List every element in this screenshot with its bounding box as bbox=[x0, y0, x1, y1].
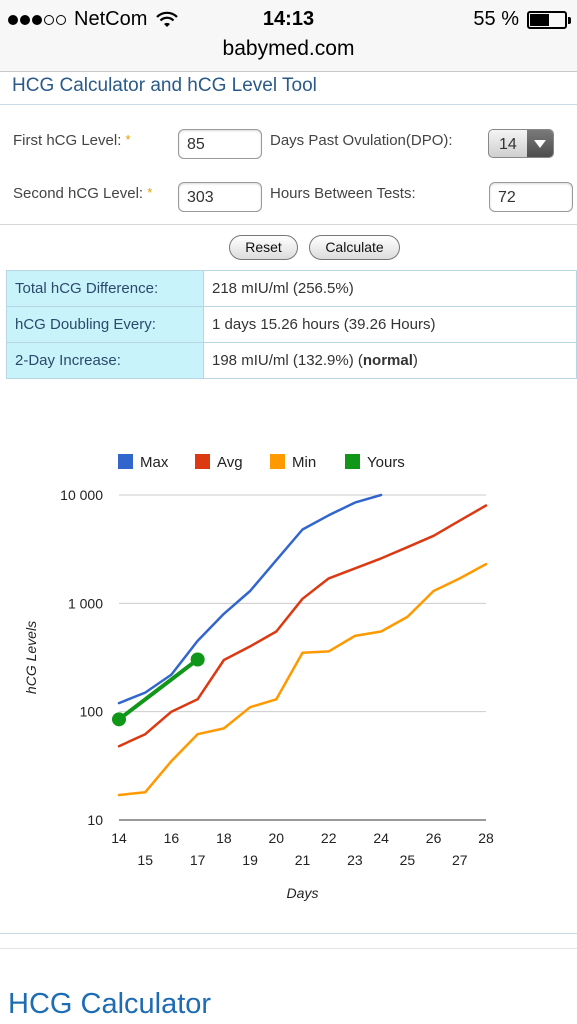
legend-swatch-avg bbox=[195, 454, 210, 469]
legend-label: Min bbox=[292, 454, 316, 471]
url-text: babymed.com bbox=[222, 37, 355, 60]
x-tick-label: 15 bbox=[137, 852, 153, 868]
legend-label: Yours bbox=[367, 454, 405, 471]
page-heading: HCG Calculator bbox=[8, 988, 212, 1020]
second-hcg-label: Second hCG Level: * bbox=[13, 185, 153, 202]
carrier-info: NetCom bbox=[8, 8, 179, 31]
result-value: 218 mIU/ml (256.5%) bbox=[203, 270, 577, 307]
series-line-yours bbox=[117, 657, 200, 722]
legend-label: Max bbox=[140, 454, 169, 471]
hours-between-input[interactable]: 72 bbox=[489, 182, 573, 212]
x-tick-label: 20 bbox=[268, 830, 284, 846]
battery-info: 55 % bbox=[473, 8, 571, 31]
x-tick-label: 17 bbox=[190, 852, 206, 868]
signal-strength-icon bbox=[8, 14, 66, 25]
divider bbox=[0, 948, 577, 949]
required-mark: * bbox=[147, 185, 153, 200]
hcg-chart-svg: 10 100 1 000 10 000 14 16 18 20 22 24 26 28 15 17 19 21… bbox=[23, 454, 494, 901]
legend-swatch-min bbox=[270, 454, 285, 469]
hours-between-label: Hours Between Tests: bbox=[270, 185, 416, 202]
data-point-yours bbox=[112, 712, 126, 727]
y-tick-label: 1 000 bbox=[68, 595, 103, 611]
x-tick-label: 18 bbox=[216, 830, 232, 846]
y-tick-label: 10 bbox=[87, 812, 103, 828]
required-mark: * bbox=[125, 132, 131, 147]
dpo-select[interactable]: 14 bbox=[488, 129, 554, 158]
series-line-avg bbox=[117, 504, 488, 748]
table-row: hCG Doubling Every: 1 days 15.26 hours (… bbox=[6, 306, 577, 343]
chevron-down-icon bbox=[527, 130, 553, 157]
table-row: Total hCG Difference: 218 mIU/ml (256.5%… bbox=[6, 270, 577, 307]
divider bbox=[0, 224, 577, 225]
wifi-icon bbox=[156, 11, 179, 27]
y-tick-label: 100 bbox=[80, 704, 104, 720]
x-tick-label: 26 bbox=[426, 830, 442, 846]
result-label: 2-Day Increase: bbox=[6, 342, 204, 379]
calculate-button[interactable]: Calculate bbox=[309, 235, 400, 260]
legend-swatch-yours bbox=[345, 454, 360, 469]
clock: 14:13 bbox=[262, 8, 315, 30]
x-tick-label: 25 bbox=[400, 852, 416, 868]
x-tick-label: 21 bbox=[295, 852, 311, 868]
data-point-yours bbox=[190, 652, 205, 667]
table-row: 2-Day Increase: 198 mIU/ml (132.9%) (nor… bbox=[6, 342, 577, 379]
x-tick-label: 27 bbox=[452, 852, 468, 868]
divider bbox=[0, 933, 577, 934]
result-status: normal bbox=[362, 352, 413, 369]
results-table: Total hCG Difference: 218 mIU/ml (256.5%… bbox=[6, 270, 577, 379]
legend-label: Avg bbox=[217, 454, 243, 471]
status-bar: NetCom 14:13 55 % bbox=[0, 0, 577, 38]
divider bbox=[0, 104, 577, 105]
result-value: 1 days 15.26 hours (39.26 Hours) bbox=[203, 306, 577, 343]
first-hcg-input[interactable]: 85 bbox=[178, 129, 262, 159]
battery-icon bbox=[527, 10, 571, 29]
x-tick-label: 22 bbox=[321, 830, 337, 846]
battery-percent: 55 % bbox=[473, 8, 519, 30]
x-tick-label: 19 bbox=[242, 852, 258, 868]
y-axis-title: hCG Levels bbox=[23, 621, 39, 694]
result-value-suffix: ) bbox=[412, 352, 418, 369]
second-hcg-input[interactable]: 303 bbox=[178, 182, 262, 212]
result-label: Total hCG Difference: bbox=[6, 270, 204, 307]
result-value-text: 198 mIU/ml (132.9%) ( bbox=[212, 352, 363, 369]
x-axis-title: Days bbox=[287, 885, 319, 901]
legend-swatch-max bbox=[118, 454, 133, 469]
reset-button[interactable]: Reset bbox=[229, 235, 298, 260]
x-tick-label: 24 bbox=[373, 830, 389, 846]
y-tick-label: 10 000 bbox=[60, 487, 103, 503]
result-value: 198 mIU/ml (132.9%) (normal) bbox=[203, 342, 577, 379]
x-tick-label: 23 bbox=[347, 852, 363, 868]
series-line-min bbox=[117, 562, 488, 797]
hcg-chart: 10 100 1 000 10 000 14 16 18 20 22 24 26 28 15 17 19 21… bbox=[0, 440, 577, 910]
x-tick-label: 16 bbox=[164, 830, 180, 846]
x-tick-label: 14 bbox=[111, 830, 127, 846]
carrier-name: NetCom bbox=[74, 8, 148, 30]
dpo-label: Days Past Ovulation(DPO): bbox=[270, 132, 453, 149]
first-hcg-label: First hCG Level: * bbox=[13, 132, 131, 149]
result-label: hCG Doubling Every: bbox=[6, 306, 204, 343]
dpo-selected-value: 14 bbox=[499, 136, 517, 153]
series-line-max bbox=[117, 493, 383, 705]
x-tick-label: 28 bbox=[478, 830, 494, 846]
tool-title: HCG Calculator and hCG Level Tool bbox=[12, 75, 317, 96]
address-bar[interactable]: babymed.com bbox=[0, 38, 577, 72]
